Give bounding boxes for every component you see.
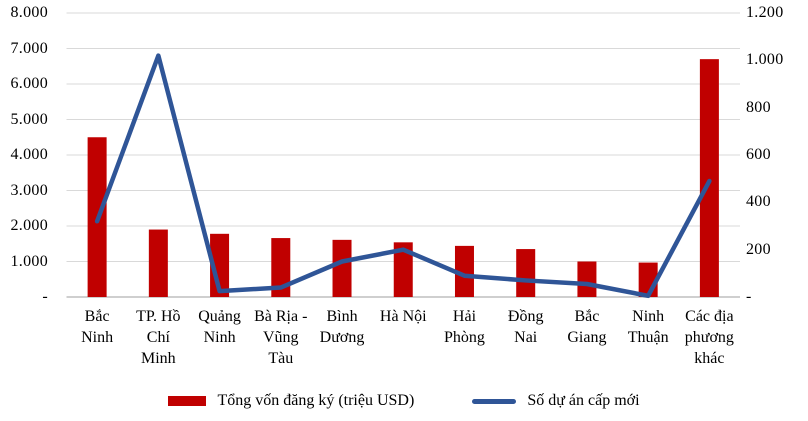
right-axis-tick-label: 400 (746, 193, 771, 211)
category-label-9: Ninh Thuận (627, 308, 669, 346)
bar-5 (393, 242, 413, 297)
bar-8 (577, 261, 597, 297)
category-label-5: Hà Nội (379, 308, 427, 325)
bar-3 (271, 238, 291, 297)
bar-4 (332, 239, 352, 297)
left-axis-tick-label: 8.000 (10, 4, 48, 21)
bar-10 (699, 59, 719, 298)
category-label-0: Bắc Ninh (81, 308, 114, 346)
right-axis-tick-label: 1.200 (746, 4, 784, 21)
left-axis-tick-label: 3.000 (10, 181, 48, 199)
legend-bar-label: Tổng vốn đăng ký (triệu USD) (217, 392, 415, 409)
category-label-6: Hải Phòng (444, 308, 485, 346)
line-series (94, 53, 712, 299)
category-label-3: Bà Rịa - Vũng Tàu (254, 308, 308, 367)
bar-series-swatch (168, 396, 207, 406)
category-label-10: Các địa phương khác (684, 308, 734, 367)
category-label-8: Bắc Giang (567, 308, 607, 346)
category-label-2: Quảng Ninh (198, 308, 241, 346)
bar-1 (148, 229, 168, 297)
right-axis-tick-label: 1.000 (746, 51, 784, 69)
category-label-4: Bình Dương (319, 308, 365, 346)
left-axis-tick-label: 4.000 (10, 146, 48, 163)
category-label-1: TP. Hồ Chí Minh (136, 308, 181, 367)
category-label-7: Đồng Nai (507, 308, 544, 346)
left-axis-tick-label: - (42, 288, 48, 305)
left-axis-tick-label: 1.000 (10, 252, 48, 270)
left-axis-tick-label: 2.000 (10, 217, 48, 234)
line-series-swatch (472, 398, 517, 404)
right-axis-tick-label: - (746, 288, 752, 305)
left-axis-tick-label: 5.000 (10, 110, 48, 128)
right-axis-tick-label: 200 (746, 240, 771, 258)
right-axis-tick-label: 800 (746, 98, 771, 116)
legend-line-label: Số dự án cấp mới (527, 392, 640, 409)
right-axis-tick-label: 600 (746, 146, 771, 163)
bar-6 (454, 245, 474, 297)
legend-item-bar: Tổng vốn đăng ký (triệu USD) (168, 392, 414, 410)
legend-item-line: Số dự án cấp mới (472, 392, 640, 410)
left-axis-tick-label: 7.000 (10, 39, 48, 57)
legend: Tổng vốn đăng ký (triệu USD) Số dự án cấ… (0, 387, 808, 415)
bar-7 (516, 249, 536, 297)
left-axis-tick-label: 6.000 (10, 75, 48, 92)
